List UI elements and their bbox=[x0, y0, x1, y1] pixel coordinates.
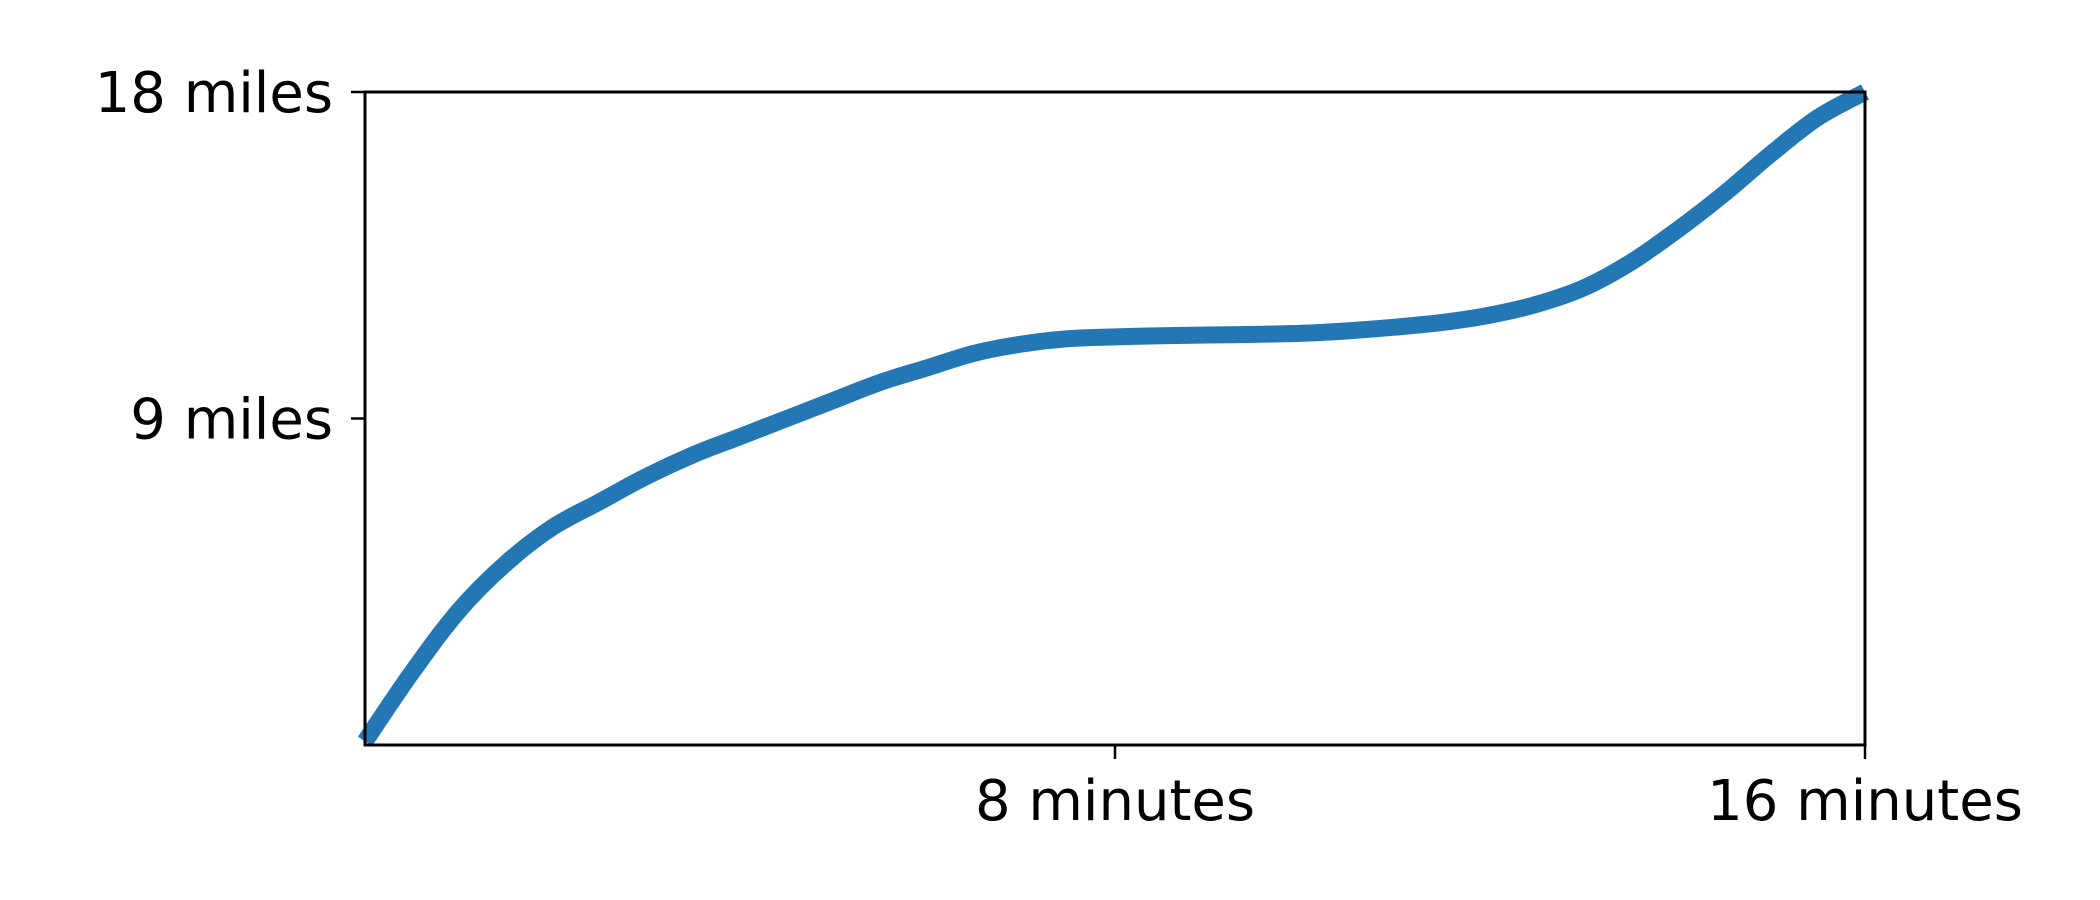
axes bbox=[363, 90, 1867, 747]
y-tick-label: 9 miles bbox=[130, 388, 333, 453]
x-tick-label: 16 minutes bbox=[1707, 769, 2023, 834]
plot-area bbox=[357, 84, 1870, 747]
plot-frame bbox=[363, 90, 1867, 747]
ticks: 8 minutes 16 minutes 9 miles 18 miles bbox=[95, 61, 2023, 834]
y-tick-label: 18 miles bbox=[95, 61, 333, 126]
series-line-0 bbox=[357, 84, 1870, 747]
x-tick-label: 8 minutes bbox=[975, 769, 1255, 834]
